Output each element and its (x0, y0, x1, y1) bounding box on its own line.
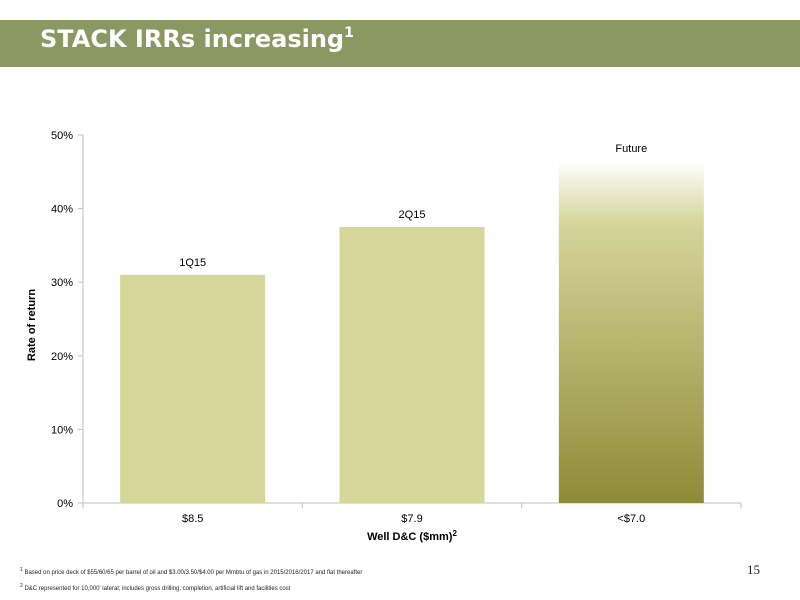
y-tick-label: 50% (51, 130, 73, 142)
slide-title-text: STACK IRRs increasing (40, 25, 345, 53)
footnote-1-text: Based on price deck of $55/60/65 per bar… (24, 570, 363, 576)
x-tick-label: $8.5 (182, 513, 203, 525)
bar-1q15 (120, 274, 266, 503)
bar-data-label: 2Q15 (399, 209, 426, 221)
page-number: 15 (747, 562, 760, 577)
bar-2q15 (339, 227, 485, 503)
footnotes: 1 Based on price deck of $55/60/65 per b… (20, 564, 362, 596)
footnote-2: 2 D&C represented for 10,000' lateral; i… (20, 580, 362, 596)
bar-data-label: Future (615, 143, 647, 155)
slide-title: STACK IRRs increasing1 (40, 25, 354, 53)
x-axis-title-superscript: 2 (452, 529, 457, 538)
y-axis-title: Rate of return (26, 289, 38, 361)
slide-title-superscript: 1 (344, 25, 354, 41)
bar-future (558, 160, 704, 503)
footnote-1: 1 Based on price deck of $55/60/65 per b… (20, 564, 362, 580)
x-axis-title: Well D&C ($mm)2 (367, 529, 457, 543)
footnote-2-marker: 2 (20, 583, 23, 589)
x-tick-label: <$7.0 (617, 513, 645, 525)
y-tick-label: 10% (51, 424, 73, 436)
x-axis-title-text: Well D&C ($mm) (367, 531, 453, 543)
bar-data-label: 1Q15 (179, 257, 206, 269)
footnote-2-text: D&C represented for 10,000' lateral; inc… (24, 586, 291, 592)
footnote-1-marker: 1 (20, 567, 23, 573)
y-tick-label: 20% (51, 351, 73, 363)
y-tick-label: 40% (51, 204, 73, 216)
x-tick-label: $7.9 (401, 513, 422, 525)
y-tick-label: 30% (51, 277, 73, 289)
title-bar (0, 20, 800, 67)
y-tick-label: 0% (57, 498, 73, 510)
